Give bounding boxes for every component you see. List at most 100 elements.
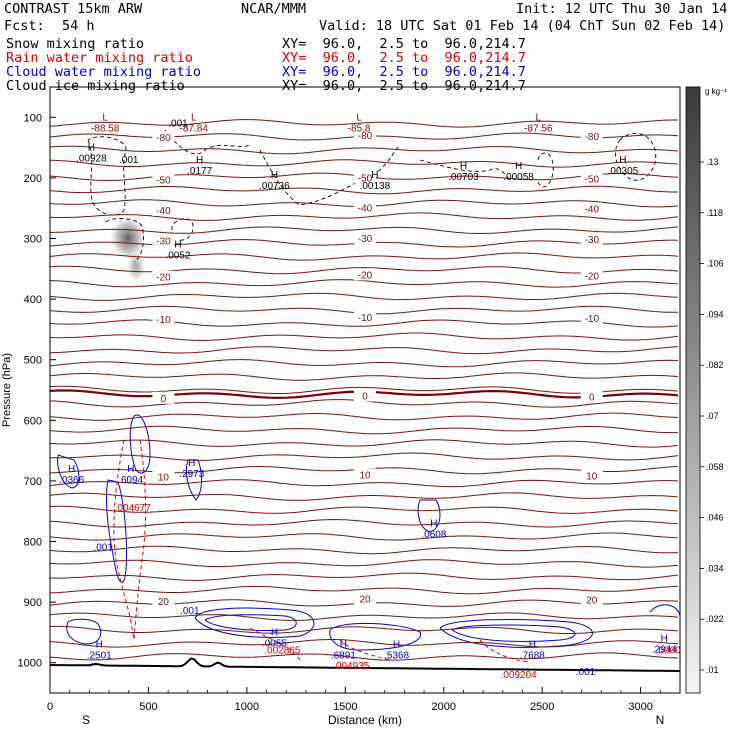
y-tick-label: 100 <box>24 112 42 124</box>
extremum-value: .6094 <box>118 475 143 486</box>
y-axis-label: Pressure (hPa) <box>1 353 13 427</box>
colorbar-tick-label: .082 <box>706 360 724 370</box>
contour-value-label: .004935 <box>333 661 370 672</box>
ice-contour <box>87 136 127 216</box>
extremum-letter: H <box>371 170 378 181</box>
rain-contour <box>479 639 531 663</box>
isotherm-label: 10 <box>158 473 170 484</box>
extremum-value: -88.58 <box>91 123 120 134</box>
y-tick-label: 1000 <box>18 658 42 670</box>
cloud-water-contour <box>66 618 102 645</box>
x-axis-label: Distance (km) <box>328 713 402 727</box>
field-name-cloud-water: Cloud water mixing ratio <box>6 64 202 80</box>
isotherm-label-bg <box>580 469 603 482</box>
isotherm-label: -20 <box>156 273 171 284</box>
isotherm-label-bg <box>580 390 603 403</box>
isotherm <box>50 359 679 368</box>
colorbar-tick-label: .07 <box>706 411 719 421</box>
y-tick-label: 400 <box>24 294 42 306</box>
isotherm-label: -30 <box>358 234 373 245</box>
extremum-value: .00703 <box>448 172 479 183</box>
isotherm <box>50 412 679 421</box>
extremum-value: .0608 <box>421 529 446 540</box>
contour-value-label: .001 <box>168 118 188 129</box>
isotherm <box>50 226 679 234</box>
y-tick-label: 300 <box>24 234 42 246</box>
x-tick-label: 500 <box>139 701 157 713</box>
extremum-letter: H <box>188 458 195 469</box>
extremum-letter: L <box>191 112 197 123</box>
isotherm-label: -50 <box>585 174 600 185</box>
y-tick-label: 600 <box>24 415 42 427</box>
fcst-value: 54 h <box>62 18 95 34</box>
isotherm-label: -80 <box>358 131 373 142</box>
extremum-value: .0177 <box>187 166 212 177</box>
colorbar-tick-label: .106 <box>706 259 724 269</box>
extremum-letter: H <box>340 640 347 651</box>
contour-value-label: .001 <box>180 606 200 617</box>
extremum-value: -85.8 <box>348 123 371 134</box>
isotherm-label: 10 <box>586 471 598 482</box>
rain-contour <box>133 439 147 641</box>
model-title: CONTRAST 15km ARW <box>4 1 143 17</box>
field-name-cloud-ice: Cloud ice mixing ratio <box>6 78 185 94</box>
isotherm <box>50 639 679 648</box>
isotherm-label: -20 <box>585 271 600 282</box>
cloud-water-contour <box>194 607 315 638</box>
isotherm-label: -50 <box>358 173 373 184</box>
isotherm-label: -30 <box>585 235 600 246</box>
x-tick-label: 2500 <box>530 701 554 713</box>
isotherm-label-bg <box>580 269 603 282</box>
isotherm-label: 20 <box>586 596 598 607</box>
isotherm <box>50 545 679 555</box>
isotherm-label: -10 <box>358 313 373 324</box>
isotherm-label: -80 <box>156 133 171 144</box>
isotherm <box>50 625 679 634</box>
isotherm <box>50 479 679 488</box>
extremum-value: .7688 <box>520 651 545 662</box>
colorbar-tick-label: .01 <box>706 665 719 675</box>
isotherm-label-bg <box>354 201 376 214</box>
isotherm-label-bg <box>152 313 175 326</box>
isotherm <box>50 559 679 568</box>
colorbar-tick-label: .094 <box>706 309 724 319</box>
isotherm-label: 20 <box>359 595 371 606</box>
isotherm-label-bg <box>580 593 603 606</box>
field-xy-rain: XY= 96.0, 2.5 to 96.0,214.7 <box>282 50 526 66</box>
contour-value-label: .001 <box>119 155 139 166</box>
isotherm-label-bg <box>354 171 376 184</box>
isotherm-label: -20 <box>358 270 373 281</box>
extremum-letter: H <box>68 464 75 475</box>
cloud-water-contour <box>649 604 680 617</box>
x-tick-label: 1000 <box>235 701 259 713</box>
y-tick-label: 200 <box>24 173 42 185</box>
isotherm <box>50 159 679 168</box>
isotherm-label: 0 <box>362 392 368 403</box>
isotherm <box>50 492 679 501</box>
axis-layer: 0 500 1000 1500 2000 2500 30001002003004005006… <box>18 112 661 713</box>
isotherm <box>50 145 679 155</box>
isotherm-label-bg <box>152 470 175 483</box>
ice-contour <box>259 144 401 206</box>
isotherm <box>50 185 678 195</box>
colorbar-tick-label: .034 <box>706 563 724 573</box>
extremum-letter: H <box>619 155 626 166</box>
cloud-water-contour <box>439 619 593 648</box>
ice-contour <box>614 133 657 181</box>
isotherm <box>50 612 679 621</box>
colorbar-tick-label: .13 <box>706 157 719 167</box>
isotherm <box>50 119 678 128</box>
ice-contour <box>171 218 194 241</box>
isotherm <box>50 279 679 288</box>
isotherm-label-bg <box>354 128 376 141</box>
extremum-value: -87.56 <box>524 123 553 134</box>
isotherm <box>50 439 679 448</box>
cloud-water-contour <box>57 454 80 489</box>
isotherm-label-bg <box>354 389 376 402</box>
extremum-value: .00058 <box>503 172 534 183</box>
extremum-value: .2501 <box>87 651 112 662</box>
ice-contour <box>537 152 554 188</box>
valid-time: Valid: 18 UTC Sat 01 Feb 14 (04 ChT Sun … <box>319 18 726 34</box>
isotherm <box>50 292 679 301</box>
